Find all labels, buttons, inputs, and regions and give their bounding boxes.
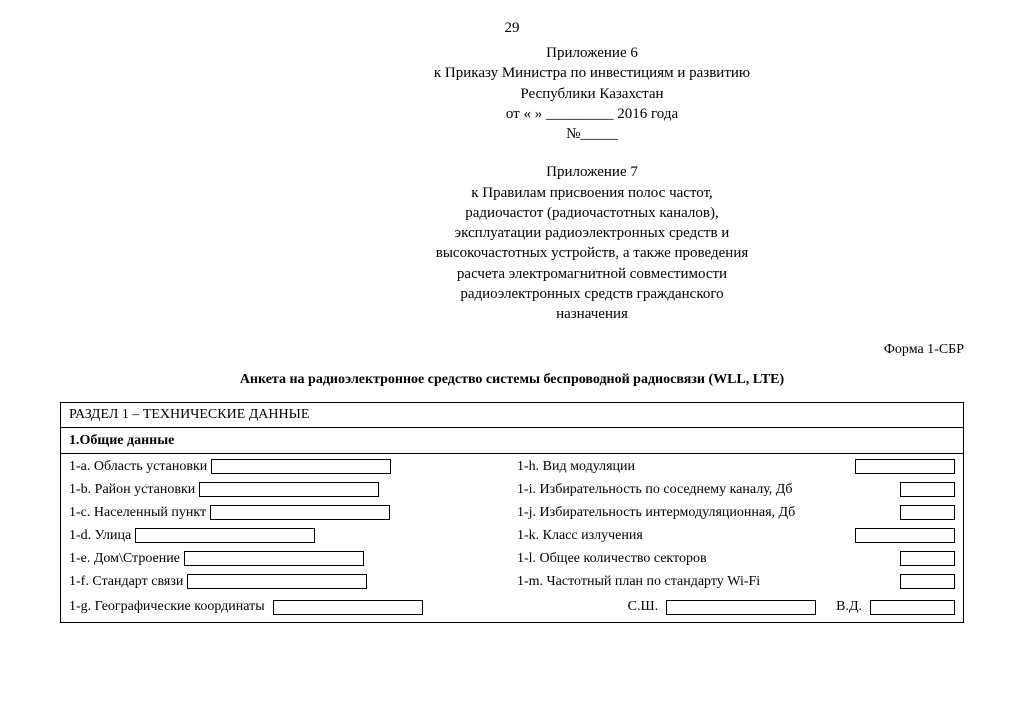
- field-1g-lat-input[interactable]: [666, 600, 816, 615]
- header-line: от « » _________ 2016 года: [232, 104, 952, 124]
- header-line: расчета электромагнитной совместимости: [232, 264, 952, 284]
- field-1k: 1-k. Класс излучения: [517, 525, 955, 546]
- field-1k-input[interactable]: [855, 528, 955, 543]
- subsection-1-title: 1.Общие данные: [61, 428, 963, 454]
- field-1l-label: 1-l. Общее количество секторов: [517, 551, 711, 567]
- field-1b: 1-b. Район установки: [69, 479, 507, 500]
- document-title: Анкета на радиоэлектронное средство сист…: [60, 372, 964, 388]
- field-1h-input[interactable]: [855, 459, 955, 474]
- header-line: высокочастотных устройств, а также прове…: [232, 243, 952, 263]
- form-code: Форма 1-СБР: [60, 342, 964, 358]
- field-1a: 1-a. Область установки: [69, 456, 507, 477]
- header-line: назначения: [232, 304, 952, 324]
- header-line: Приложение 6: [232, 43, 952, 63]
- field-1j-input[interactable]: [900, 505, 955, 520]
- section-1-title: РАЗДЕЛ 1 – ТЕХНИЧЕСКИЕ ДАННЫЕ: [61, 403, 963, 428]
- page: 29 Приложение 6 к Приказу Министра по ин…: [0, 0, 1024, 725]
- field-1l: 1-l. Общее количество секторов: [517, 548, 955, 569]
- field-1g-lon-label: В.Д.: [836, 599, 866, 615]
- header-line: к Приказу Министра по инвестициям и разв…: [232, 63, 952, 83]
- field-1e: 1-e. Дом\Строение: [69, 548, 507, 569]
- fields-two-column: 1-a. Область установки 1-b. Район устано…: [61, 454, 963, 598]
- field-1f-input[interactable]: [187, 574, 367, 589]
- form-container: РАЗДЕЛ 1 – ТЕХНИЧЕСКИЕ ДАННЫЕ 1.Общие да…: [60, 402, 964, 623]
- header-attachment-7: Приложение 7 к Правилам присвоения полос…: [232, 162, 952, 324]
- right-column: 1-h. Вид модуляции 1-i. Избирательность …: [517, 456, 955, 592]
- field-1d: 1-d. Улица: [69, 525, 507, 546]
- header-line: №_____: [232, 124, 952, 144]
- field-1a-input[interactable]: [211, 459, 391, 474]
- field-1g: 1-g. Географические координаты С.Ш. В.Д.: [61, 598, 963, 622]
- field-1j: 1-j. Избирательность интермодуляционная,…: [517, 502, 955, 523]
- header-line: радиоэлектронных средств гражданского: [232, 284, 952, 304]
- field-1g-lat-label: С.Ш.: [628, 599, 662, 615]
- header-line: радиочастот (радиочастотных каналов),: [232, 203, 952, 223]
- field-1e-label: 1-e. Дом\Строение: [69, 551, 184, 567]
- field-1i: 1-i. Избирательность по соседнему каналу…: [517, 479, 955, 500]
- field-1i-input[interactable]: [900, 482, 955, 497]
- field-1m-label: 1-m. Частотный план по стандарту Wi-Fi: [517, 574, 764, 590]
- field-1b-input[interactable]: [199, 482, 379, 497]
- field-1f-label: 1-f. Стандарт связи: [69, 574, 187, 590]
- header-line: Приложение 7: [232, 162, 952, 182]
- field-1m-input[interactable]: [900, 574, 955, 589]
- page-number: 29: [60, 20, 964, 37]
- field-1m: 1-m. Частотный план по стандарту Wi-Fi: [517, 571, 955, 592]
- field-1c: 1-c. Населенный пункт: [69, 502, 507, 523]
- field-1d-input[interactable]: [135, 528, 315, 543]
- field-1f: 1-f. Стандарт связи: [69, 571, 507, 592]
- field-1g-input[interactable]: [273, 600, 423, 615]
- header-line: эксплуатации радиоэлектронных средств и: [232, 223, 952, 243]
- field-1l-input[interactable]: [900, 551, 955, 566]
- left-column: 1-a. Область установки 1-b. Район устано…: [69, 456, 507, 592]
- field-1d-label: 1-d. Улица: [69, 528, 135, 544]
- field-1k-label: 1-k. Класс излучения: [517, 528, 647, 544]
- field-1h: 1-h. Вид модуляции: [517, 456, 955, 477]
- field-1g-lon-input[interactable]: [870, 600, 955, 615]
- header-line: Республики Казахстан: [232, 84, 952, 104]
- field-1e-input[interactable]: [184, 551, 364, 566]
- field-1c-label: 1-c. Населенный пункт: [69, 505, 210, 521]
- field-1a-label: 1-a. Область установки: [69, 459, 211, 475]
- field-1c-input[interactable]: [210, 505, 390, 520]
- field-1g-label: 1-g. Географические координаты: [69, 599, 269, 615]
- field-1b-label: 1-b. Район установки: [69, 482, 199, 498]
- field-1h-label: 1-h. Вид модуляции: [517, 459, 639, 475]
- field-1j-label: 1-j. Избирательность интермодуляционная,…: [517, 505, 799, 521]
- field-1i-label: 1-i. Избирательность по соседнему каналу…: [517, 482, 796, 498]
- header-line: к Правилам присвоения полос частот,: [232, 183, 952, 203]
- header-attachment-6: Приложение 6 к Приказу Министра по инвес…: [232, 43, 952, 144]
